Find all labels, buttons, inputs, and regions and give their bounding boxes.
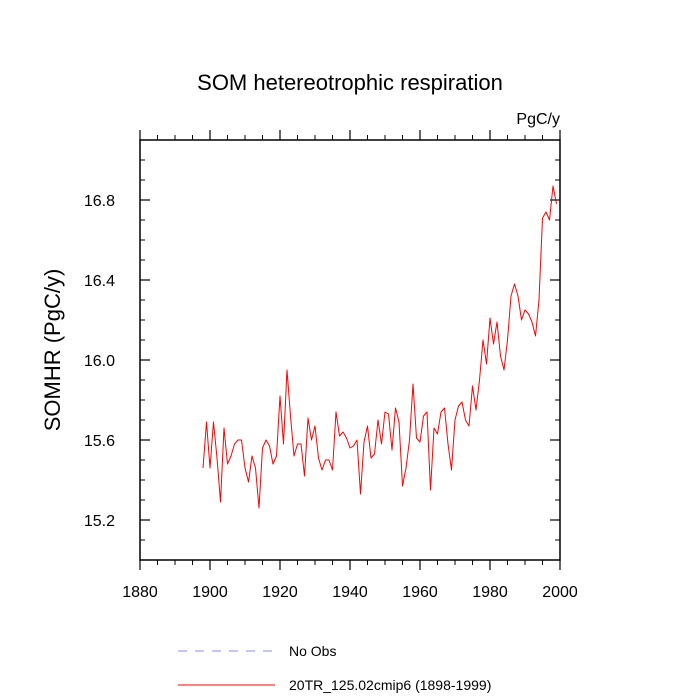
series-layer — [202, 185, 557, 509]
y-tick-label: 15.6 — [84, 433, 115, 450]
legend-label-no-obs: No Obs — [289, 643, 336, 659]
x-tick-label: 1900 — [192, 584, 228, 601]
y-tick-label: 15.2 — [84, 513, 115, 530]
axis-ticks — [139, 130, 561, 570]
x-tick-label: 1940 — [332, 584, 368, 601]
x-tick-label: 2000 — [542, 584, 578, 601]
y-tick-label: 16.0 — [84, 353, 115, 370]
y-tick-label: 16.8 — [84, 193, 115, 210]
legend: No Obs 20TR_125.02cmip6 (1898-1999) — [178, 643, 491, 693]
y-tick-label: 16.4 — [84, 273, 115, 290]
series-line — [202, 185, 557, 509]
x-tick-label: 1920 — [262, 584, 298, 601]
units-label: PgC/y — [516, 111, 560, 128]
x-tick-label: 1880 — [122, 584, 158, 601]
tick-labels: 1880 1900 1920 1940 1960 1980 2000 15.2 15.6 16.0… — [84, 193, 578, 601]
legend-label-model: 20TR_125.02cmip6 (1898-1999) — [289, 677, 491, 693]
y-axis-label: SOMHR (PgC/y) — [40, 269, 65, 432]
plot-frame — [139, 139, 561, 561]
x-tick-label: 1980 — [472, 584, 508, 601]
chart-title: SOM hetereotrophic respiration — [197, 70, 503, 95]
x-tick-label: 1960 — [402, 584, 438, 601]
